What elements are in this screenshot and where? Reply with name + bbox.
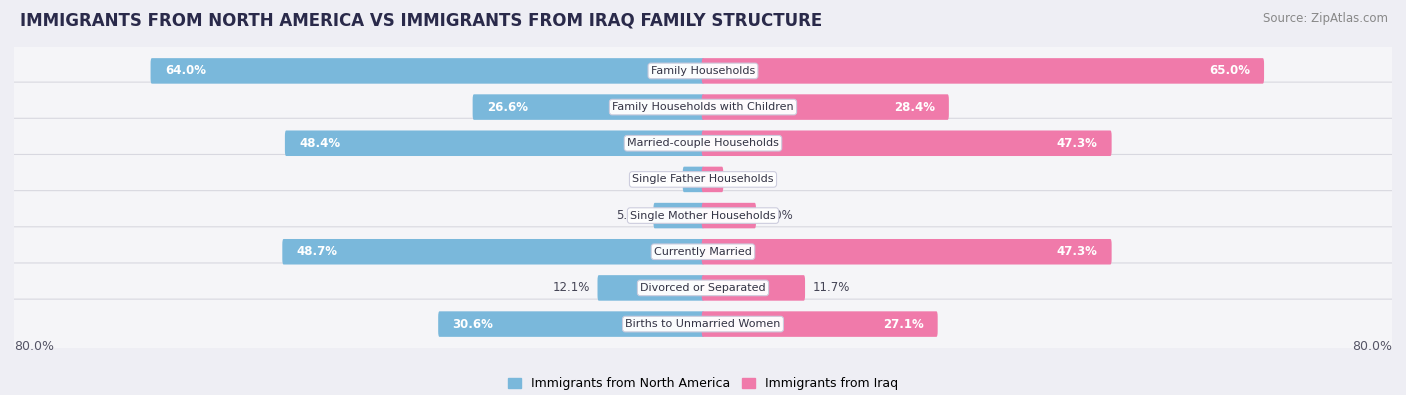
Text: IMMIGRANTS FROM NORTH AMERICA VS IMMIGRANTS FROM IRAQ FAMILY STRUCTURE: IMMIGRANTS FROM NORTH AMERICA VS IMMIGRA… xyxy=(20,12,823,30)
FancyBboxPatch shape xyxy=(11,299,1395,349)
FancyBboxPatch shape xyxy=(702,311,938,337)
Legend: Immigrants from North America, Immigrants from Iraq: Immigrants from North America, Immigrant… xyxy=(503,372,903,395)
Text: 48.4%: 48.4% xyxy=(299,137,340,150)
FancyBboxPatch shape xyxy=(14,83,1395,134)
FancyBboxPatch shape xyxy=(14,47,1395,97)
FancyBboxPatch shape xyxy=(283,239,704,265)
Text: 5.6%: 5.6% xyxy=(616,209,647,222)
FancyBboxPatch shape xyxy=(14,155,1395,206)
Text: Single Father Households: Single Father Households xyxy=(633,175,773,184)
Text: 64.0%: 64.0% xyxy=(165,64,205,77)
FancyBboxPatch shape xyxy=(14,119,1395,169)
FancyBboxPatch shape xyxy=(285,130,704,156)
FancyBboxPatch shape xyxy=(150,58,704,84)
Text: 80.0%: 80.0% xyxy=(1353,340,1392,353)
Text: 80.0%: 80.0% xyxy=(14,340,53,353)
Text: 27.1%: 27.1% xyxy=(883,318,924,331)
Text: Family Households with Children: Family Households with Children xyxy=(612,102,794,112)
FancyBboxPatch shape xyxy=(11,118,1395,168)
Text: 12.1%: 12.1% xyxy=(553,281,591,294)
Text: Family Households: Family Households xyxy=(651,66,755,76)
FancyBboxPatch shape xyxy=(14,264,1395,314)
FancyBboxPatch shape xyxy=(11,46,1395,96)
Text: Currently Married: Currently Married xyxy=(654,247,752,257)
FancyBboxPatch shape xyxy=(472,94,704,120)
Text: 30.6%: 30.6% xyxy=(453,318,494,331)
Text: 2.2%: 2.2% xyxy=(645,173,675,186)
FancyBboxPatch shape xyxy=(11,263,1395,313)
Text: 2.2%: 2.2% xyxy=(731,173,761,186)
FancyBboxPatch shape xyxy=(14,228,1395,278)
FancyBboxPatch shape xyxy=(702,58,1264,84)
FancyBboxPatch shape xyxy=(654,203,704,228)
Text: Births to Unmarried Women: Births to Unmarried Women xyxy=(626,319,780,329)
FancyBboxPatch shape xyxy=(14,300,1395,350)
FancyBboxPatch shape xyxy=(702,239,1112,265)
FancyBboxPatch shape xyxy=(11,154,1395,204)
Text: 48.7%: 48.7% xyxy=(297,245,337,258)
FancyBboxPatch shape xyxy=(11,227,1395,277)
FancyBboxPatch shape xyxy=(439,311,704,337)
Text: Single Mother Households: Single Mother Households xyxy=(630,211,776,220)
Text: 47.3%: 47.3% xyxy=(1056,137,1098,150)
FancyBboxPatch shape xyxy=(14,191,1395,242)
Text: 47.3%: 47.3% xyxy=(1056,245,1098,258)
FancyBboxPatch shape xyxy=(702,94,949,120)
FancyBboxPatch shape xyxy=(702,203,756,228)
Text: 6.0%: 6.0% xyxy=(763,209,793,222)
Text: 65.0%: 65.0% xyxy=(1209,64,1250,77)
Text: Divorced or Separated: Divorced or Separated xyxy=(640,283,766,293)
FancyBboxPatch shape xyxy=(702,167,723,192)
Text: Married-couple Households: Married-couple Households xyxy=(627,138,779,148)
FancyBboxPatch shape xyxy=(598,275,704,301)
Text: 28.4%: 28.4% xyxy=(894,101,935,114)
FancyBboxPatch shape xyxy=(683,167,704,192)
FancyBboxPatch shape xyxy=(702,275,806,301)
Text: 11.7%: 11.7% xyxy=(813,281,849,294)
Text: 26.6%: 26.6% xyxy=(486,101,527,114)
FancyBboxPatch shape xyxy=(11,191,1395,241)
FancyBboxPatch shape xyxy=(702,130,1112,156)
FancyBboxPatch shape xyxy=(11,82,1395,132)
Text: Source: ZipAtlas.com: Source: ZipAtlas.com xyxy=(1263,12,1388,25)
